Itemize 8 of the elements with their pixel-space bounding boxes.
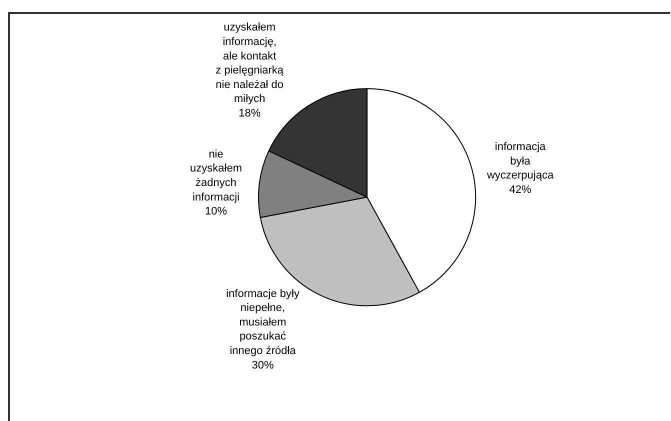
slice-label: informacje były niepełne, musiałem poszukać innego źródła — [226, 288, 300, 358]
data-label: 30% — [252, 359, 274, 372]
data-label: 18% — [238, 108, 261, 120]
slice-label: informacja była wyczerpująca — [486, 141, 554, 182]
data-label: 10% — [205, 206, 228, 218]
data-label: 42% — [509, 184, 532, 196]
slice-label: nie uzyskałem żadnych informacji — [190, 148, 242, 204]
slice-label: uzyskałem informację, ale kontakt z pielęgniarką nie należał do miłych — [216, 22, 284, 106]
